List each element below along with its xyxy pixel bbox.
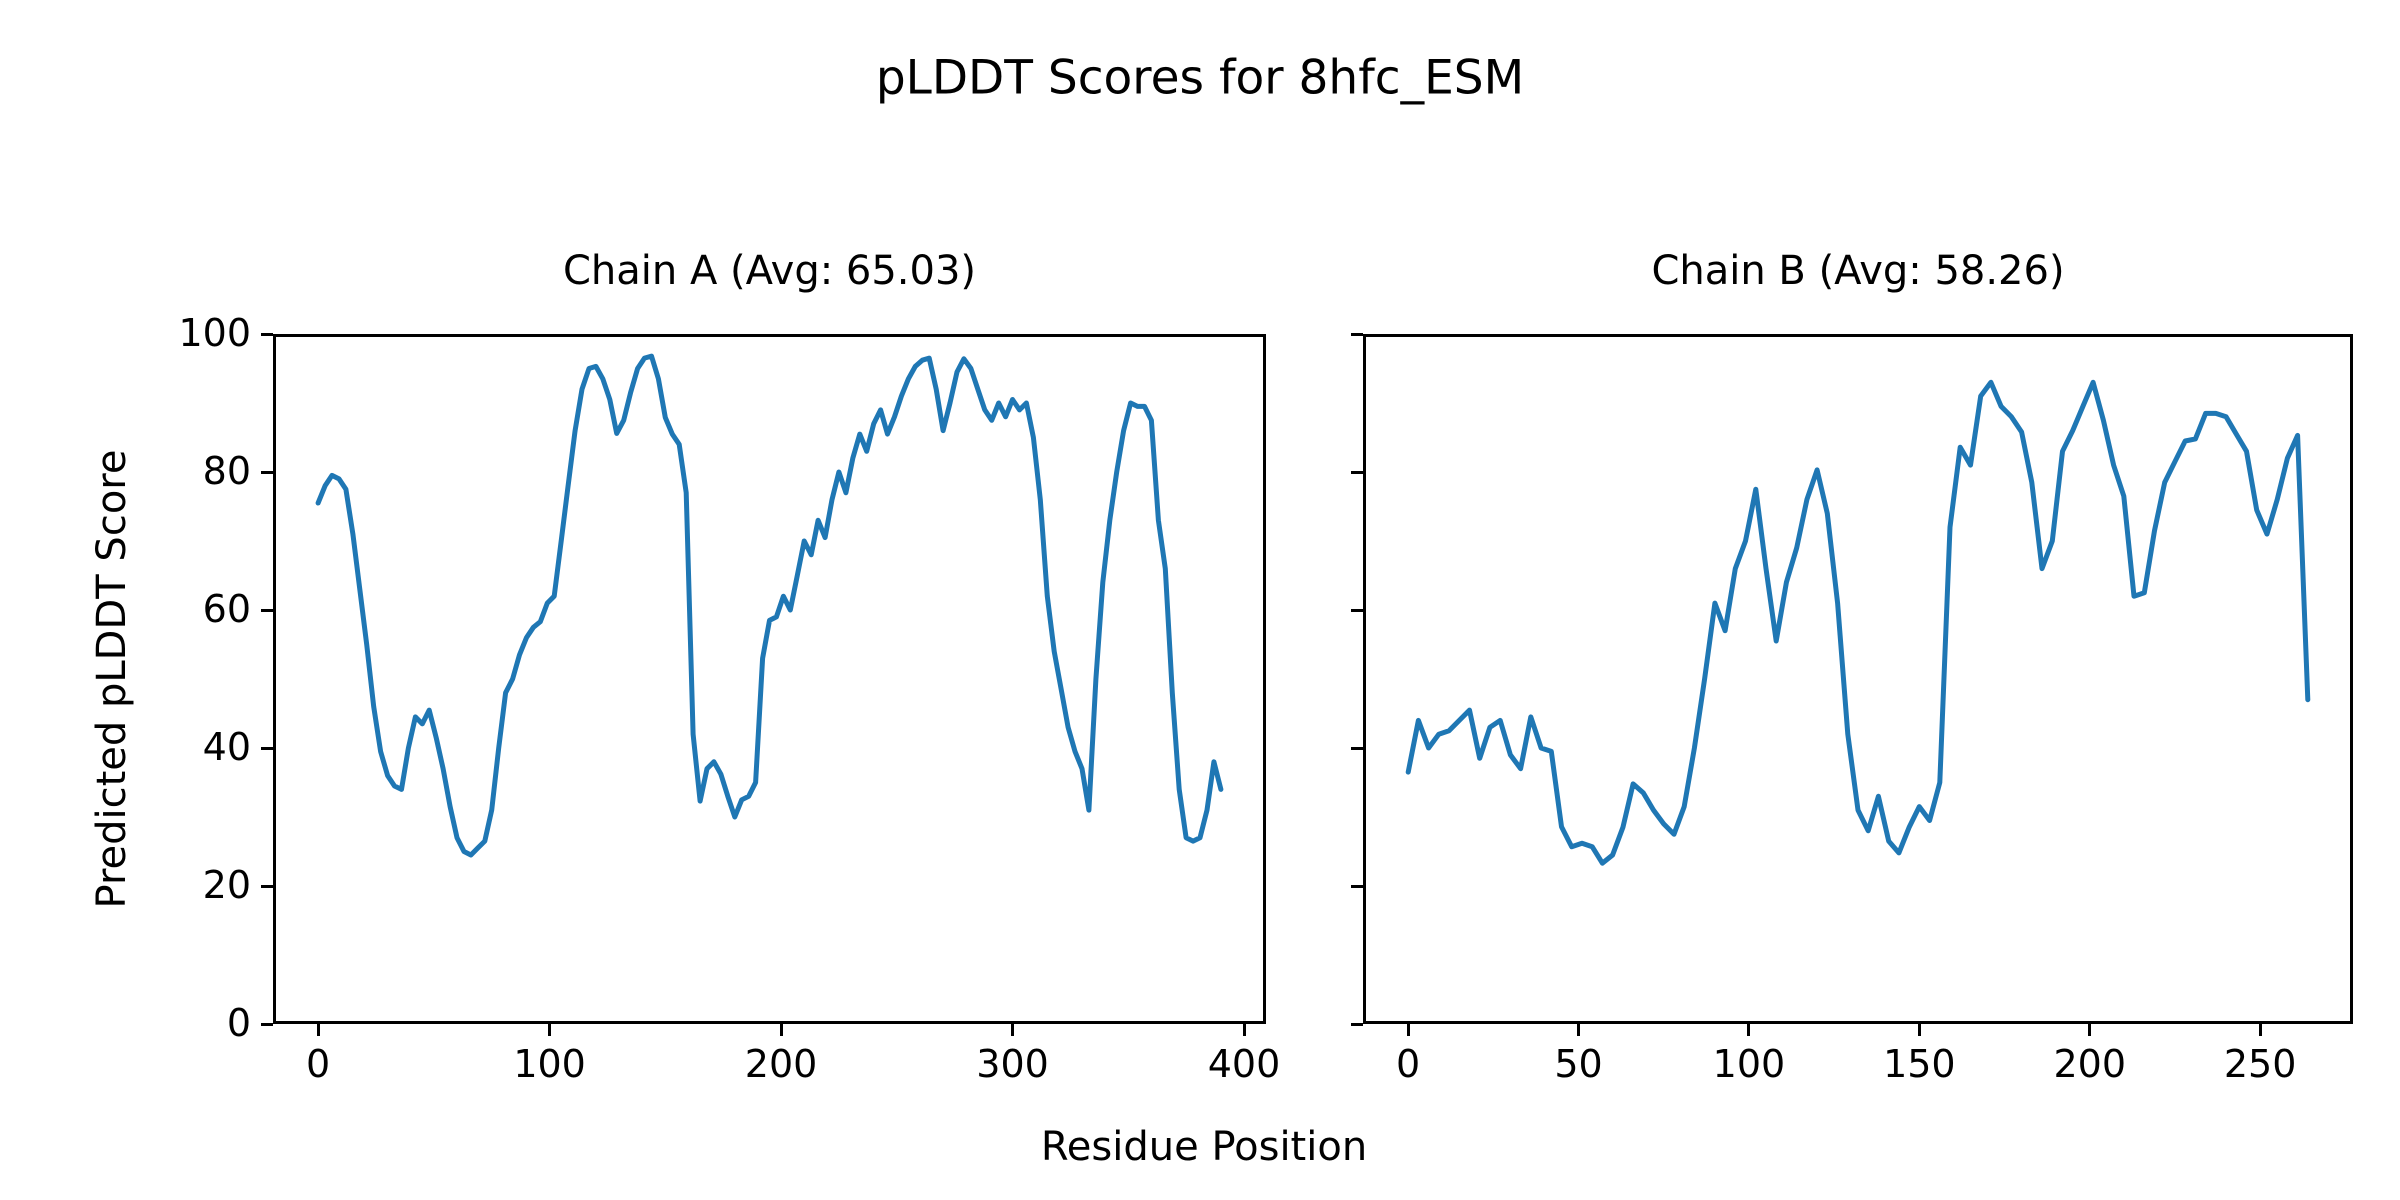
x-tick-mark <box>1406 1024 1410 1036</box>
figure-title: pLDDT Scores for 8hfc_ESM <box>875 50 1525 106</box>
y-tick-mark <box>1351 746 1363 750</box>
x-tick-label: 400 <box>1207 1042 1281 1086</box>
y-tick-mark <box>261 470 273 474</box>
y-tick-mark <box>261 332 273 336</box>
x-tick-label: 0 <box>1396 1042 1421 1086</box>
x-tick-label: 100 <box>513 1042 586 1086</box>
x-tick-label: 300 <box>976 1042 1049 1086</box>
y-tick-label: 20 <box>202 863 251 907</box>
x-tick-mark <box>1577 1024 1581 1036</box>
y-tick-label: 60 <box>202 587 251 631</box>
y-tick-label: 100 <box>178 311 251 355</box>
x-tick-mark <box>548 1024 552 1036</box>
y-tick-label: 0 <box>226 1001 251 1045</box>
chain-b-title: Chain B (Avg: 58.26) <box>1651 248 2065 294</box>
y-axis-label: Predicted pLDDT Score <box>89 449 135 909</box>
x-tick-label: 0 <box>306 1042 331 1086</box>
x-tick-mark <box>1242 1024 1246 1036</box>
y-tick-mark <box>261 608 273 612</box>
x-axis-label: Residue Position <box>1040 1124 1368 1170</box>
axes-frame-chain-a <box>273 334 1266 1024</box>
y-tick-mark <box>261 1022 273 1026</box>
y-tick-mark <box>261 884 273 888</box>
x-tick-mark <box>779 1024 783 1036</box>
x-tick-label: 200 <box>2053 1042 2126 1086</box>
x-tick-mark <box>1011 1024 1015 1036</box>
chain-a-plot: 0 100 200 300 400 0 20 40 60 80 100 <box>178 311 1280 1086</box>
x-tick-label: 150 <box>1883 1042 1956 1086</box>
y-tick-label: 80 <box>202 449 251 493</box>
chain-a-title: Chain A (Avg: 65.03) <box>562 248 977 294</box>
y-tick-mark <box>1351 470 1363 474</box>
x-tick-label: 250 <box>2223 1042 2297 1086</box>
y-tick-mark <box>1351 1022 1363 1026</box>
axes-frame-chain-b <box>1363 334 2353 1024</box>
y-tick-label: 40 <box>202 725 251 769</box>
chain-b-plot: 0 50 100 150 200 250 <box>1351 332 2353 1086</box>
y-tick-mark <box>1351 332 1363 336</box>
x-tick-mark <box>316 1024 320 1036</box>
y-tick-mark <box>1351 884 1363 888</box>
plddt-line-chain-a <box>315 353 1224 858</box>
x-tick-mark <box>1917 1024 1921 1036</box>
x-tick-mark <box>2088 1024 2092 1036</box>
plot-canvas-chain-a <box>273 334 1266 1024</box>
plot-canvas-chain-b <box>1363 334 2353 1024</box>
plddt-line-chain-b <box>1405 379 2311 866</box>
x-tick-mark <box>2258 1024 2262 1036</box>
x-tick-label: 50 <box>1554 1042 1603 1086</box>
x-tick-label: 200 <box>744 1042 818 1086</box>
y-tick-mark <box>261 746 273 750</box>
x-tick-mark <box>1747 1024 1751 1036</box>
y-tick-mark <box>1351 608 1363 612</box>
x-tick-label: 100 <box>1712 1042 1786 1086</box>
